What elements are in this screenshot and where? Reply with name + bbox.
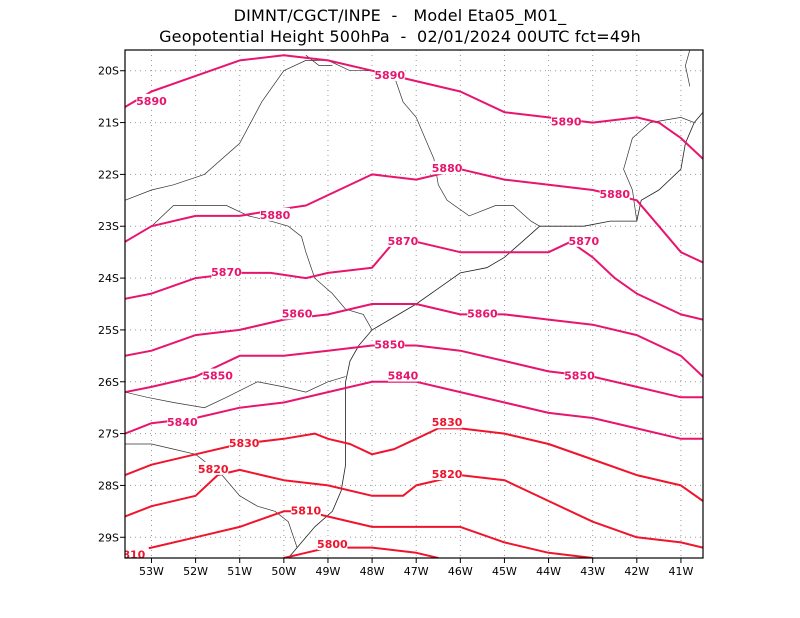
contour-label-5810: 810	[122, 548, 145, 561]
y-tick-label: 28S	[98, 479, 119, 492]
contour-label-bg	[202, 368, 233, 382]
contour-label-bg	[568, 233, 599, 247]
contour-label-bg	[432, 161, 463, 175]
coastline	[287, 111, 703, 558]
contour-label-5830: 5830	[432, 416, 463, 429]
y-tick-label: 27S	[98, 428, 119, 441]
contour-label-bg	[125, 547, 149, 558]
x-tick-label: 50W	[271, 565, 296, 578]
contour-5890	[125, 54, 703, 160]
contour-label-bg	[374, 337, 405, 351]
state-border	[125, 60, 540, 227]
contour-5870	[125, 240, 703, 321]
x-tick-label: 46W	[448, 565, 473, 578]
contour-label-bg	[211, 264, 242, 278]
x-tick-label: 47W	[404, 565, 429, 578]
contour-label-bg	[290, 503, 321, 517]
contour-label-5800: 5800	[317, 538, 348, 551]
contour-label-5810: 5810	[291, 504, 322, 517]
contour-5820	[125, 468, 703, 549]
contour-label-bg	[432, 467, 463, 481]
contour-5840	[125, 380, 703, 440]
x-tick-label: 42W	[624, 565, 649, 578]
contour-label-5860: 5860	[467, 307, 498, 320]
y-tick-label: 23S	[98, 220, 119, 233]
contour-label-5840: 5840	[167, 416, 198, 429]
contour-label-bg	[374, 67, 405, 81]
state-border	[685, 50, 691, 87]
contour-label-5880: 5880	[599, 188, 630, 201]
chart-title-line-2: Geopotential Height 500hPa - 02/01/2024 …	[159, 27, 641, 46]
contour-label-5890: 5890	[374, 69, 405, 82]
contour-label-bg	[564, 368, 595, 382]
y-tick-label: 29S	[98, 531, 119, 544]
latitude-axis: 20S 21S 22S 23S 24S 25S 26S 27S 28S 29S	[98, 65, 125, 544]
contour-label-bg	[260, 207, 291, 221]
x-tick-label: 53W	[139, 565, 164, 578]
state-border	[125, 443, 298, 548]
contour-label-bg	[387, 233, 418, 247]
x-tick-label: 45W	[492, 565, 517, 578]
contour-label-5880: 5880	[260, 209, 291, 222]
x-tick-label: 48W	[360, 565, 385, 578]
y-tick-label: 25S	[98, 324, 119, 337]
contour-label-bg	[599, 187, 630, 201]
contour-label-5890: 5890	[551, 116, 582, 129]
contour-label-5820: 5820	[198, 463, 229, 476]
contour-5860	[125, 303, 703, 378]
chart-title-line-1: DIMNT/CGCT/INPE - Model Eta05_M01_	[233, 6, 567, 25]
x-tick-label: 51W	[227, 565, 252, 578]
contour-label-5890: 5890	[136, 95, 167, 108]
contour-label-5830: 5830	[229, 437, 260, 450]
contour-5810	[125, 510, 593, 558]
x-tick-label: 43W	[580, 565, 605, 578]
contour-5800	[283, 546, 439, 558]
contour-label-5850: 5850	[374, 338, 405, 351]
x-tick-label: 52W	[183, 565, 208, 578]
y-tick-label: 24S	[98, 272, 119, 285]
y-tick-label: 26S	[98, 376, 119, 389]
state-border	[623, 117, 695, 222]
contour-label-5820: 5820	[432, 468, 463, 481]
contour-label-bg	[198, 461, 229, 475]
y-tick-label: 20S	[98, 65, 119, 78]
y-tick-label: 21S	[98, 117, 119, 130]
state-border	[151, 205, 373, 331]
contour-label-bg	[467, 306, 498, 320]
contour-label-5840: 5840	[388, 370, 419, 383]
height-contours: 5890 5890 5890 5880 5880 5880 5870 5870 5870 5860…	[122, 54, 703, 561]
y-tick-label: 22S	[98, 168, 119, 181]
contour-label-5870: 5870	[388, 235, 419, 248]
contour-label-bg	[387, 368, 418, 382]
contour-label-bg	[432, 415, 463, 429]
x-tick-label: 49W	[316, 565, 341, 578]
contour-label-5850: 5850	[202, 370, 233, 383]
contour-label-bg	[282, 306, 313, 320]
contour-label-5880: 5880	[432, 162, 463, 175]
x-tick-label: 41W	[669, 565, 694, 578]
contour-label-5850: 5850	[564, 370, 595, 383]
plot-frame	[124, 49, 704, 559]
state-border	[125, 376, 346, 409]
contour-label-5870: 5870	[211, 266, 242, 279]
contour-label-bg	[229, 435, 260, 449]
longitude-axis: 53W 52W 51W 50W 49W 48W 47W 46W 45W 44W 43W 42W 41W	[139, 558, 693, 578]
contour-label-bg	[317, 537, 348, 551]
contour-5880	[125, 168, 703, 264]
x-tick-label: 44W	[536, 565, 561, 578]
contour-label-bg	[551, 114, 582, 128]
contour-label-5860: 5860	[282, 307, 313, 320]
contour-label-bg	[136, 93, 167, 107]
contour-label-bg	[167, 415, 198, 429]
contour-label-5870: 5870	[569, 235, 600, 248]
